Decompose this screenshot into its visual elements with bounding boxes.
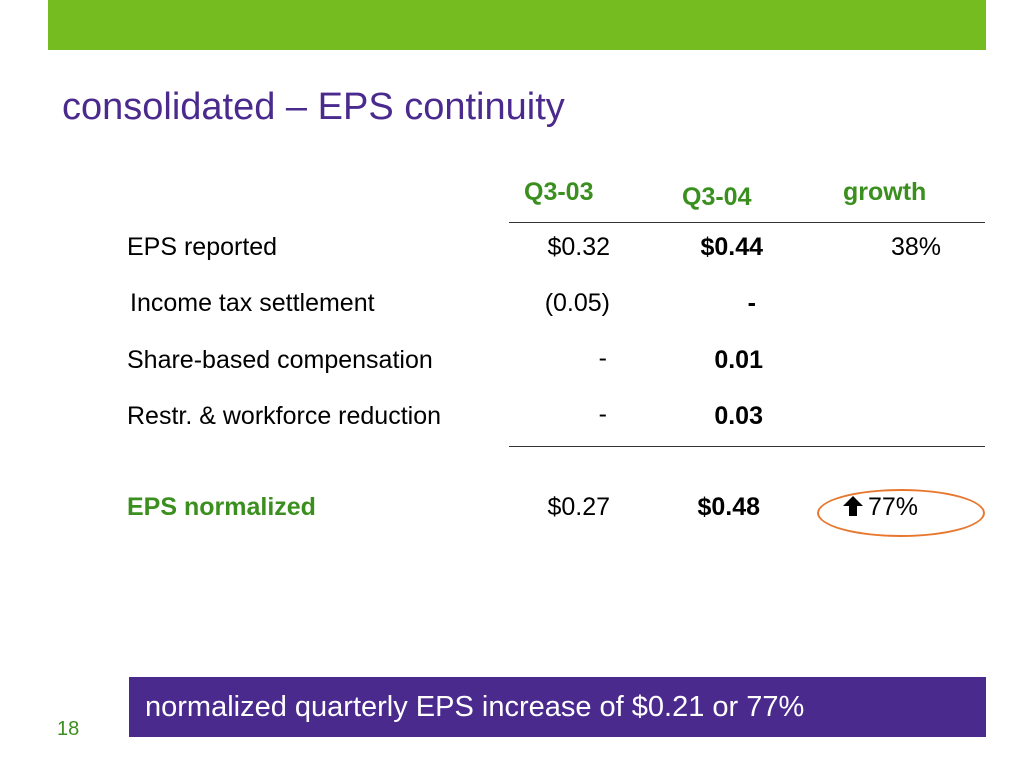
column-header-q3-04: Q3-04 bbox=[682, 183, 752, 211]
row-label-income-tax-settlement: Income tax settlement bbox=[130, 289, 375, 317]
up-arrow-icon bbox=[843, 496, 863, 516]
cell-share-based-q3-03: - bbox=[598, 344, 607, 372]
cell-eps-normalized-q3-03: $0.27 bbox=[547, 493, 610, 521]
row-label-eps-normalized: EPS normalized bbox=[127, 493, 316, 521]
cell-restructuring-q3-04: 0.03 bbox=[714, 402, 763, 430]
row-label-eps-reported: EPS reported bbox=[127, 233, 278, 261]
top-accent-bar bbox=[48, 0, 986, 50]
slide-title: consolidated – EPS continuity bbox=[62, 86, 565, 128]
cell-eps-reported-growth: 38% bbox=[890, 233, 941, 261]
eps-normalized-growth: 77% bbox=[842, 493, 918, 522]
cell-income-tax-q3-03: (0.05) bbox=[544, 289, 610, 317]
row-label-share-based-compensation: Share-based compensation bbox=[127, 346, 433, 374]
cell-eps-reported-q3-04: $0.44 bbox=[700, 233, 763, 261]
header-divider bbox=[509, 222, 985, 223]
page-number: 18 bbox=[57, 718, 80, 740]
row-label-restructuring-workforce-reduction: Restr. & workforce reduction bbox=[127, 402, 442, 430]
cell-restructuring-q3-03: - bbox=[598, 400, 607, 428]
column-header-q3-03: Q3-03 bbox=[524, 178, 594, 206]
summary-callout: normalized quarterly EPS increase of $0.… bbox=[129, 677, 986, 737]
growth-highlight-ellipse bbox=[817, 489, 985, 537]
column-header-growth: growth bbox=[843, 178, 927, 206]
cell-eps-normalized-q3-04: $0.48 bbox=[697, 493, 760, 521]
cell-eps-reported-q3-03: $0.32 bbox=[547, 233, 610, 261]
cell-share-based-q3-04: 0.01 bbox=[714, 346, 763, 374]
cell-income-tax-q3-04: - bbox=[747, 289, 756, 317]
eps-normalized-growth-value: 77% bbox=[868, 493, 919, 521]
subtotal-divider bbox=[509, 446, 985, 447]
